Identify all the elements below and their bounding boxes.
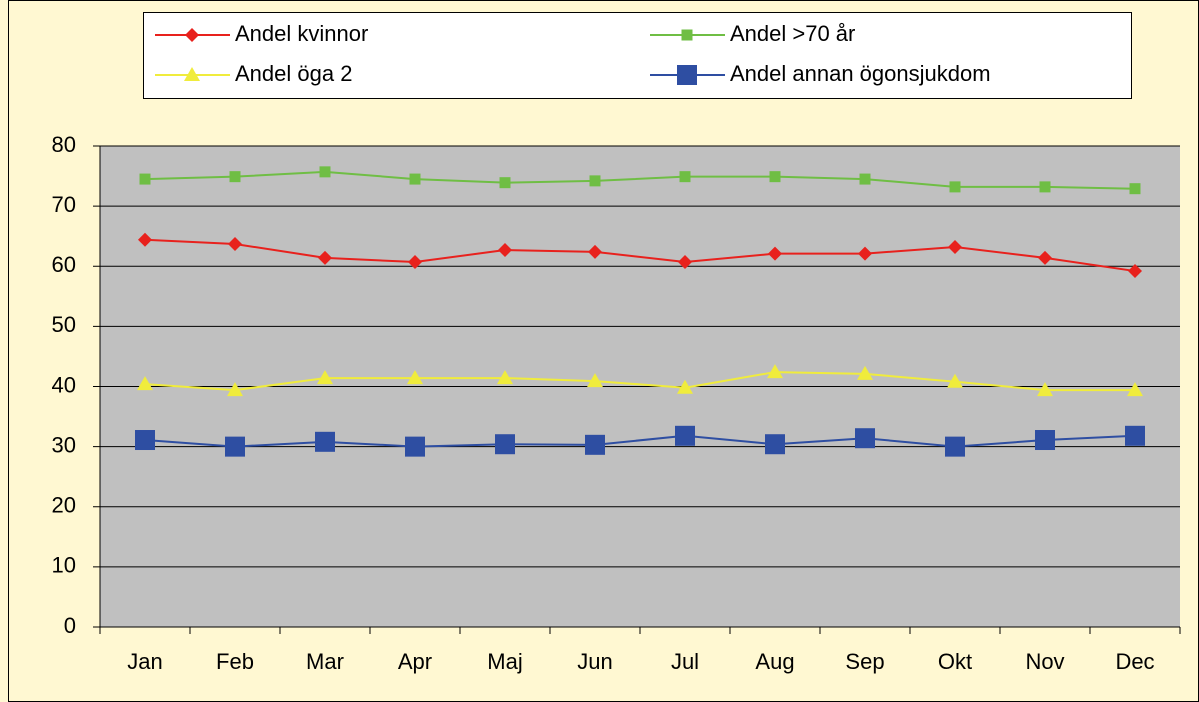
data-point (135, 430, 155, 451)
legend-marker (184, 67, 200, 81)
series-line (144, 434, 1136, 448)
data-point (857, 365, 873, 380)
legend-marker (681, 29, 693, 41)
legend-label: Andel öga 2 (235, 61, 352, 86)
x-tick-label: Sep (845, 649, 884, 674)
data-point (945, 436, 965, 457)
data-point (588, 244, 602, 259)
data-point (139, 173, 151, 185)
data-point (1128, 264, 1142, 279)
data-point (228, 237, 242, 252)
data-point (1129, 183, 1141, 195)
data-point (319, 166, 331, 178)
data-point (949, 181, 961, 193)
data-point (227, 382, 243, 397)
data-point (1037, 382, 1053, 397)
y-tick-label: 30 (52, 432, 76, 457)
data-point (1125, 425, 1145, 446)
data-point (589, 175, 601, 187)
data-point (315, 431, 335, 452)
data-point (585, 434, 605, 455)
x-tick-label: Feb (216, 649, 254, 674)
data-point (499, 177, 511, 189)
y-tick-label: 40 (52, 372, 76, 397)
x-tick-label: Okt (938, 649, 972, 674)
legend-marker (185, 28, 199, 42)
data-point (497, 370, 513, 385)
data-point (408, 255, 422, 270)
x-tick-label: Dec (1115, 649, 1154, 674)
y-tick-label: 50 (52, 312, 76, 337)
data-point (587, 373, 603, 388)
data-point (767, 364, 783, 379)
legend-marker (677, 65, 697, 85)
data-point (225, 436, 245, 457)
y-tick-label: 60 (52, 252, 76, 277)
series-line (144, 170, 1136, 190)
x-tick-label: Apr (398, 649, 432, 674)
data-point (948, 240, 962, 255)
data-point (498, 243, 512, 258)
series-line (144, 238, 1136, 273)
data-point (405, 436, 425, 457)
y-tick-label: 80 (52, 132, 76, 157)
x-tick-label: Jul (671, 649, 699, 674)
data-point (858, 246, 872, 261)
x-tick-label: Mar (306, 649, 344, 674)
data-point (138, 232, 152, 247)
y-tick-label: 70 (52, 192, 76, 217)
legend-label: Andel >70 år (730, 21, 855, 46)
data-point (409, 173, 421, 185)
data-point (318, 250, 332, 265)
series-line (144, 371, 1135, 392)
x-tick-label: Maj (487, 649, 522, 674)
x-tick-label: Jun (577, 649, 612, 674)
y-tick-label: 10 (52, 553, 76, 578)
data-point (1035, 430, 1055, 451)
data-point (947, 373, 963, 388)
data-point (1039, 181, 1051, 193)
data-point (495, 434, 515, 455)
data-point (768, 246, 782, 261)
y-tick-label: 20 (52, 493, 76, 518)
data-point (137, 376, 153, 391)
x-tick-label: Nov (1025, 649, 1064, 674)
x-tick-label: Jan (127, 649, 162, 674)
legend-label: Andel annan ögonsjukdom (730, 61, 991, 86)
data-point (855, 428, 875, 449)
data-point (859, 173, 871, 185)
data-point (677, 379, 693, 394)
legend (143, 12, 1132, 99)
data-point (678, 255, 692, 270)
data-point (1127, 382, 1143, 397)
data-point (1038, 250, 1052, 265)
data-point (229, 171, 241, 183)
x-tick-label: Aug (755, 649, 794, 674)
data-point (679, 171, 691, 183)
data-point (407, 370, 423, 385)
y-tick-label: 0 (64, 613, 76, 638)
data-point (317, 370, 333, 385)
data-point (769, 171, 781, 183)
legend-label: Andel kvinnor (235, 21, 368, 46)
data-point (675, 425, 695, 446)
data-point (765, 434, 785, 455)
